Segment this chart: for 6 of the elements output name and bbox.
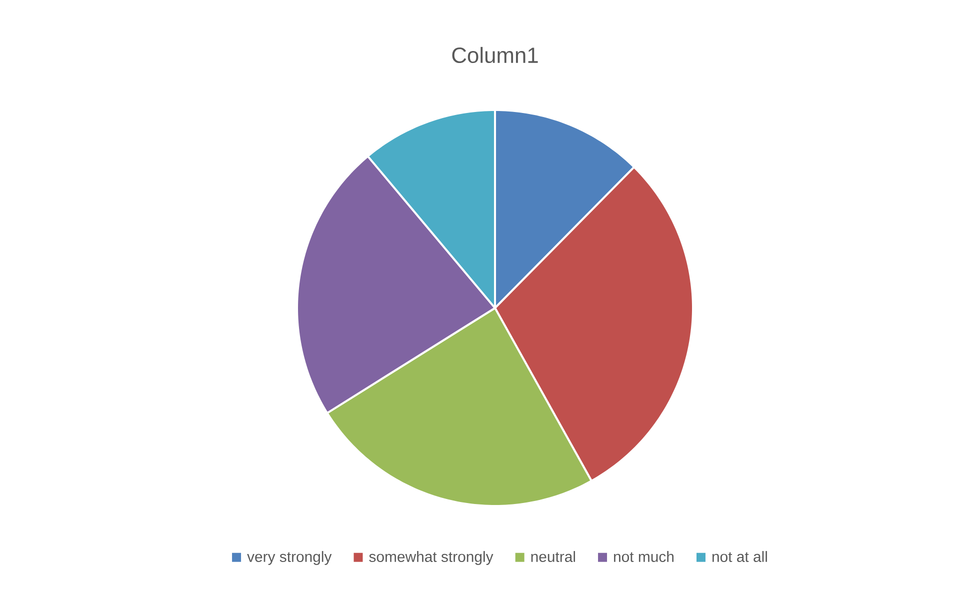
legend-label: somewhat strongly [369, 551, 494, 565]
legend-label: not much [614, 551, 674, 562]
legend-label: very strongly [247, 551, 332, 565]
legend-label: not at all [712, 551, 767, 562]
legend-label: neutral [531, 551, 576, 562]
chart-title: Column1 [452, 46, 538, 64]
